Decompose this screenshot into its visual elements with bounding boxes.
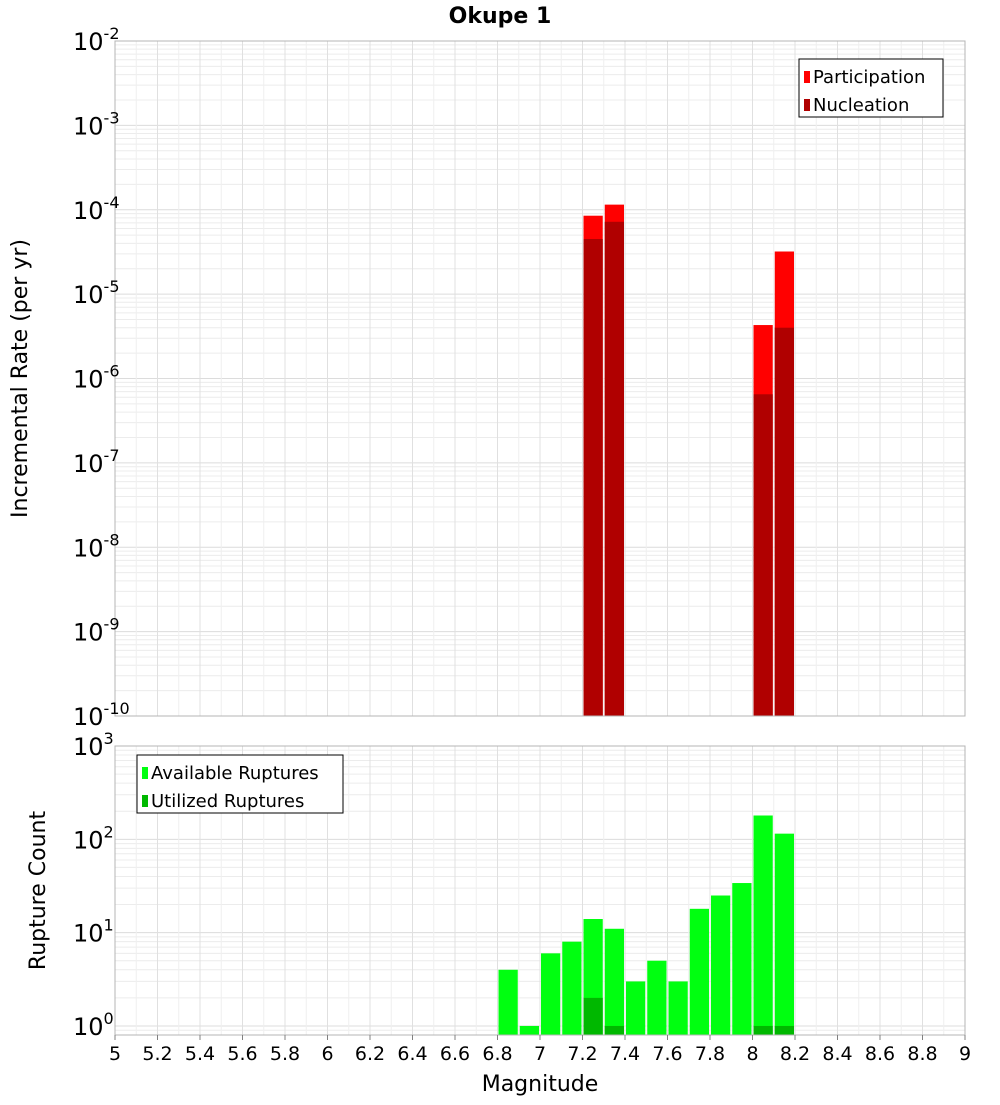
count-bar (604, 928, 624, 1035)
rate-y-tick-label: 10-4 (73, 193, 120, 225)
count-bar (774, 833, 794, 1035)
rate-legend-label: Participation (813, 67, 925, 88)
count-bar (519, 1025, 539, 1035)
count-y-tick-label: 103 (73, 729, 114, 761)
count-y-ticks: 100 101 102 103 (73, 729, 114, 1041)
rate-panel: 10-10 10-9 10-8 10-7 10-6 10-5 10-4 10-3 10-2 Inc… (8, 24, 966, 731)
count-bar (753, 815, 773, 1035)
count-bar (541, 953, 561, 1035)
x-tick-label: 7.6 (652, 1043, 682, 1065)
count-bar (498, 969, 518, 1035)
rate-bar (753, 394, 773, 716)
count-bar (668, 981, 688, 1035)
x-tick-label: 7.4 (610, 1043, 640, 1065)
count-legend-swatch (142, 767, 148, 779)
count-bar (562, 941, 582, 1035)
count-bar (732, 883, 752, 1035)
x-tick-label: 8.2 (780, 1043, 810, 1065)
rate-y-axis-label: Incremental Rate (per yr) (8, 239, 33, 518)
count-bar (753, 1025, 773, 1035)
x-ticks: 5 5.2 5.4 5.6 5.8 6 6.2 6.4 6.6 6.8 7 7.2 7.4 7.6 7.8 8… (109, 1035, 971, 1065)
count-bar (604, 1025, 624, 1035)
chart-title: Okupe 1 (449, 4, 552, 29)
count-series-1 (498, 815, 794, 1035)
count-bar (626, 981, 646, 1035)
x-tick-label: 5.6 (227, 1043, 257, 1065)
x-tick-label: 6.6 (440, 1043, 470, 1065)
count-legend-label: Available Ruptures (151, 763, 319, 784)
count-bar (583, 997, 603, 1035)
rate-plot-frame (114, 40, 966, 717)
x-tick-label: 7 (534, 1043, 546, 1065)
x-tick-label: 6.4 (397, 1043, 427, 1065)
x-tick-label: 5.4 (185, 1043, 215, 1065)
rate-legend: Participation Nucleation (798, 58, 944, 118)
x-tick-label: 5.8 (270, 1043, 300, 1065)
rate-y-ticks: 10-10 10-9 10-8 10-7 10-6 10-5 10-4 10-3 10-2 (73, 24, 130, 731)
rate-y-tick-label: 10-7 (73, 446, 120, 478)
x-tick-label: 8.6 (865, 1043, 895, 1065)
count-panel: 100 101 102 103 Rupture Count Available Ruptu… (26, 729, 971, 1065)
count-series-2 (583, 997, 794, 1035)
count-y-tick-label: 100 (73, 1009, 114, 1041)
rate-series-2 (583, 221, 794, 716)
x-tick-label: 6 (321, 1043, 333, 1065)
rate-y-tick-label: 10-8 (73, 530, 120, 562)
count-legend-box (136, 754, 344, 814)
count-bar (711, 895, 731, 1035)
count-y-axis-label: Rupture Count (26, 811, 51, 971)
rate-y-tick-label: 10-9 (73, 615, 120, 647)
x-tick-label: 6.8 (482, 1043, 512, 1065)
rate-y-tick-label: 10-3 (73, 108, 120, 140)
count-legend-swatch (142, 795, 148, 807)
rate-y-tick-label: 10-5 (73, 277, 120, 309)
count-legend-label: Utilized Ruptures (151, 791, 304, 812)
x-axis-label: Magnitude (482, 1072, 599, 1097)
rate-y-tick-label: 10-6 (73, 362, 120, 394)
x-tick-label: 8 (746, 1043, 758, 1065)
rate-legend-swatch (804, 99, 810, 111)
rate-legend-swatch (804, 71, 810, 83)
rate-y-tick-label: 10-2 (73, 24, 120, 56)
rate-y-tick-label: 10-10 (73, 699, 130, 731)
count-bar (689, 908, 709, 1035)
x-tick-label: 8.4 (822, 1043, 852, 1065)
x-tick-label: 7.8 (695, 1043, 725, 1065)
x-tick-label: 8.8 (907, 1043, 937, 1065)
count-bar (774, 1025, 794, 1035)
count-y-tick-label: 102 (73, 822, 114, 854)
count-bar (647, 960, 667, 1035)
count-y-tick-label: 101 (73, 916, 114, 948)
rate-grid (114, 40, 966, 717)
count-legend: Available Ruptures Utilized Ruptures (136, 754, 344, 814)
x-tick-label: 5 (109, 1043, 121, 1065)
x-tick-label: 7.2 (567, 1043, 597, 1065)
x-tick-label: 5.2 (142, 1043, 172, 1065)
rate-bar (604, 221, 624, 716)
count-grid (114, 745, 966, 1036)
rate-legend-box (798, 58, 944, 118)
rate-bar (774, 327, 794, 716)
rate-legend-label: Nucleation (813, 95, 909, 116)
rate-bar (583, 239, 603, 716)
x-tick-label: 6.2 (355, 1043, 385, 1065)
x-tick-label: 9 (959, 1043, 971, 1065)
